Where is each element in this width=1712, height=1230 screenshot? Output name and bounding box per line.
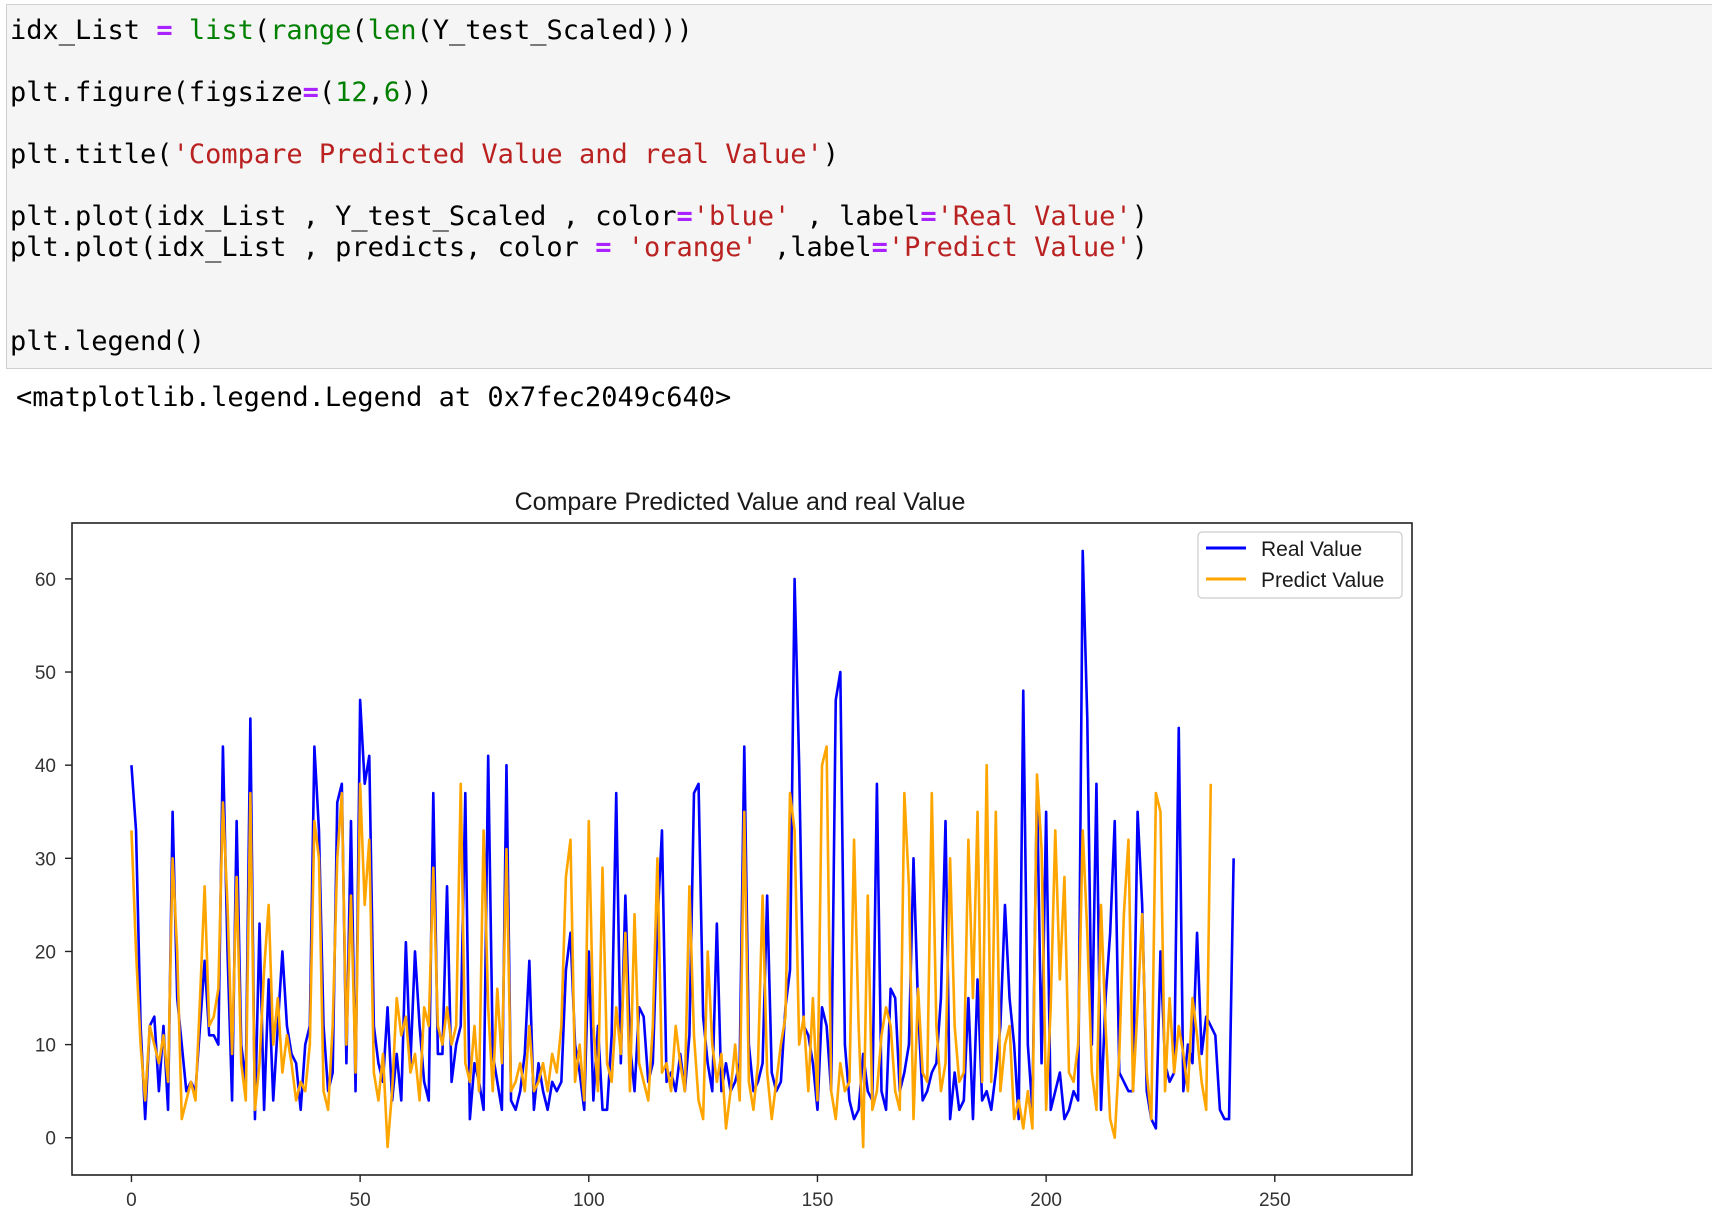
code-operator: = xyxy=(871,232,888,263)
code-operator: = xyxy=(676,201,693,232)
legend-box xyxy=(1197,531,1403,599)
code-token: ) xyxy=(1131,232,1148,263)
x-tick-label: 0 xyxy=(126,1190,137,1211)
series-line-predict xyxy=(130,745,1213,1149)
code-token: , label xyxy=(790,201,921,232)
code-cell[interactable] xyxy=(6,4,1712,369)
legend: Real Value Predict Value xyxy=(1197,531,1403,599)
code-operator: = xyxy=(920,201,937,232)
cell-output-text: <matplotlib.legend.Legend at 0x7fec2049c… xyxy=(16,382,732,413)
code-string: 'Compare Predicted Value and real Value' xyxy=(172,139,823,170)
code-line-4: plt.plot(idx_List , Y_test_Scaled , colo… xyxy=(10,200,1148,234)
code-token: plt.figure(figsize xyxy=(10,77,303,108)
code-string: 'orange' xyxy=(627,232,758,263)
code-operator: = xyxy=(595,232,612,263)
code-token: ( xyxy=(318,77,336,108)
code-token: idx_List xyxy=(10,15,157,46)
code-token: , xyxy=(367,77,384,108)
code-string: 'Real Value' xyxy=(936,201,1132,232)
plot-frame xyxy=(71,522,1413,1176)
code-string: 'Predict Value' xyxy=(887,232,1132,263)
code-line-6: plt.legend() xyxy=(10,326,206,357)
x-tick-label: 150 xyxy=(802,1190,834,1211)
y-tick-label: 10 xyxy=(35,1036,56,1057)
y-tick-label: 20 xyxy=(35,942,56,963)
code-token: plt.plot(idx_List , predicts, color xyxy=(10,232,596,263)
legend-label-predict: Predict Value xyxy=(1261,569,1384,592)
x-tick-label: 50 xyxy=(350,1190,371,1211)
code-line-3: plt.title('Compare Predicted Value and r… xyxy=(10,138,839,172)
y-tick-label: 40 xyxy=(35,756,56,777)
code-number: 6 xyxy=(383,77,401,108)
chart-title: Compare Predicted Value and real Value xyxy=(515,488,966,516)
x-tick-label: 250 xyxy=(1259,1190,1291,1211)
x-tick-label: 100 xyxy=(573,1190,605,1211)
code-token: ,label xyxy=(757,232,872,263)
series-group xyxy=(130,549,1235,1149)
y-tick-label: 60 xyxy=(35,570,56,591)
code-token: plt.plot(idx_List , Y_test_Scaled , colo… xyxy=(10,201,677,232)
code-token: ) xyxy=(822,139,840,170)
axis-ticks: 0 50 100 150 200 250 0 10 20 30 40 50 60 xyxy=(35,570,1291,1211)
code-builtin: list xyxy=(188,15,254,46)
code-string: 'blue' xyxy=(692,201,791,232)
y-tick-label: 0 xyxy=(45,1129,56,1150)
legend-label-real: Real Value xyxy=(1261,538,1362,561)
code-token: (Y_test_Scaled))) xyxy=(416,15,693,46)
x-tick-label: 200 xyxy=(1030,1190,1062,1211)
code-line-2: plt.figure(figsize=(12,6)) xyxy=(10,76,433,110)
y-tick-label: 50 xyxy=(35,663,56,684)
code-line-1: idx_List = list(range(len(Y_test_Scaled)… xyxy=(10,14,693,48)
code-builtin: len xyxy=(367,15,417,46)
code-operator: = xyxy=(156,15,173,46)
code-line-5: plt.plot(idx_List , predicts, color = 'o… xyxy=(10,231,1148,265)
code-token: ) xyxy=(1131,201,1148,232)
code-operator: = xyxy=(302,77,319,108)
code-token: ( xyxy=(351,15,368,46)
code-token: ( xyxy=(253,15,271,46)
code-number: 12 xyxy=(335,77,368,108)
code-token: plt.title( xyxy=(10,139,173,170)
code-builtin: range xyxy=(270,15,352,46)
code-token: )) xyxy=(400,77,433,108)
y-tick-label: 30 xyxy=(35,849,56,870)
